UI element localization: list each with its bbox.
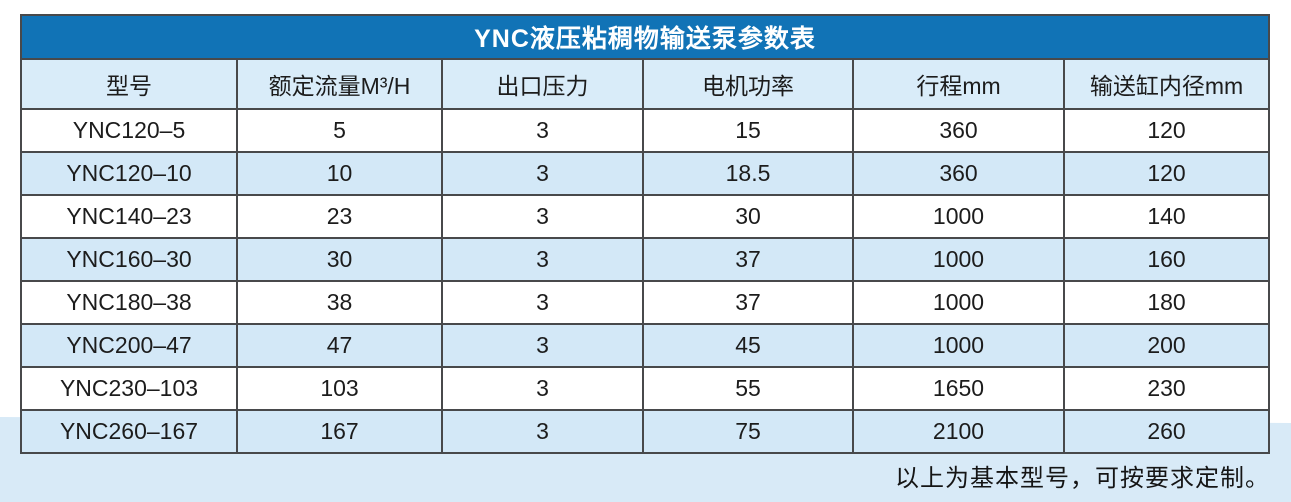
table-header-row: 型号 额定流量M³/H 出口压力 电机功率 行程mm 输送缸内径mm (20, 58, 1271, 110)
value-cell: 55 (642, 366, 854, 411)
model-cell: YNC230–103 (20, 366, 238, 411)
value-cell: 3 (441, 237, 644, 282)
value-cell: 1650 (852, 366, 1065, 411)
value-cell: 23 (236, 194, 443, 239)
value-cell: 120 (1062, 108, 1271, 153)
column-header: 输送缸内径mm (1062, 58, 1271, 110)
table-title: YNC液压粘稠物输送泵参数表 (19, 14, 1271, 60)
pump-parameters-table: YNC液压粘稠物输送泵参数表 型号 额定流量M³/H 出口压力 电机功率 行程mm 输送缸… (19, 14, 1271, 454)
table-row: YNC120–10 10 3 18.5 360 120 (20, 151, 1271, 196)
value-cell: 37 (642, 237, 854, 282)
model-cell: YNC120–5 (20, 108, 238, 153)
value-cell: 1000 (852, 237, 1065, 282)
value-cell: 3 (441, 151, 644, 196)
value-cell: 18.5 (642, 151, 854, 196)
value-cell: 3 (441, 280, 644, 325)
value-cell: 160 (1062, 237, 1271, 282)
table-row: YNC230–103 103 3 55 1650 230 (20, 366, 1271, 411)
value-cell: 200 (1062, 323, 1271, 368)
value-cell: 140 (1062, 194, 1271, 239)
model-cell: YNC200–47 (20, 323, 238, 368)
column-header: 行程mm (852, 58, 1065, 110)
table-row: YNC180–38 38 3 37 1000 180 (20, 280, 1271, 325)
table-title-row: YNC液压粘稠物输送泵参数表 (19, 14, 1271, 60)
value-cell: 38 (236, 280, 443, 325)
value-cell: 47 (236, 323, 443, 368)
value-cell: 15 (642, 108, 854, 153)
table-row: YNC120–5 5 3 15 360 120 (20, 108, 1271, 153)
value-cell: 360 (852, 108, 1065, 153)
column-header: 额定流量M³/H (236, 58, 443, 110)
value-cell: 120 (1062, 151, 1271, 196)
column-header: 出口压力 (441, 58, 644, 110)
model-cell: YNC120–10 (20, 151, 238, 196)
table-body: YNC120–5 5 3 15 360 120 YNC120–10 10 3 18.5 360 120… (20, 108, 1271, 454)
value-cell: 103 (236, 366, 443, 411)
table-row: YNC200–47 47 3 45 1000 200 (20, 323, 1271, 368)
value-cell: 3 (441, 409, 644, 454)
table-row: YNC140–23 23 3 30 1000 140 (20, 194, 1271, 239)
model-cell: YNC260–167 (20, 409, 238, 454)
column-header: 电机功率 (642, 58, 854, 110)
value-cell: 167 (236, 409, 443, 454)
value-cell: 3 (441, 366, 644, 411)
value-cell: 2100 (852, 409, 1065, 454)
footer-note: 以上为基本型号，可按要求定制。 (895, 465, 1270, 492)
value-cell: 180 (1062, 280, 1271, 325)
model-cell: YNC180–38 (20, 280, 238, 325)
value-cell: 360 (852, 151, 1065, 196)
value-cell: 1000 (852, 323, 1065, 368)
model-cell: YNC160–30 (20, 237, 238, 282)
column-header: 型号 (20, 58, 238, 110)
table-row: YNC160–30 30 3 37 1000 160 (20, 237, 1271, 282)
model-cell: YNC140–23 (20, 194, 238, 239)
value-cell: 37 (642, 280, 854, 325)
value-cell: 3 (441, 323, 644, 368)
value-cell: 30 (642, 194, 854, 239)
value-cell: 3 (441, 194, 644, 239)
value-cell: 45 (642, 323, 854, 368)
value-cell: 30 (236, 237, 443, 282)
value-cell: 260 (1062, 409, 1271, 454)
value-cell: 1000 (852, 194, 1065, 239)
value-cell: 3 (441, 108, 644, 153)
value-cell: 1000 (852, 280, 1065, 325)
value-cell: 10 (236, 151, 443, 196)
value-cell: 75 (642, 409, 854, 454)
table-row: YNC260–167 167 3 75 2100 260 (20, 409, 1271, 454)
value-cell: 230 (1062, 366, 1271, 411)
value-cell: 5 (236, 108, 443, 153)
